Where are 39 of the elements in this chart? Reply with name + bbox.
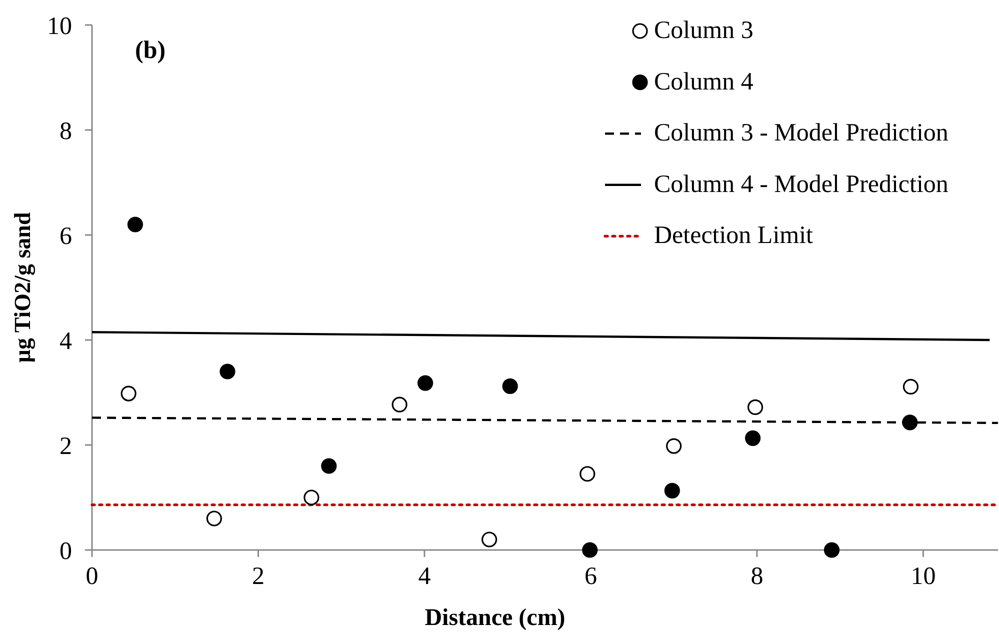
y-tick-label: 0 (60, 538, 72, 565)
point (482, 532, 498, 548)
point (902, 414, 918, 430)
point (582, 542, 598, 558)
y-tick-label: 2 (60, 433, 72, 460)
x-axis-title: Distance (cm) (424, 605, 566, 631)
y-axis-title: µg TiO2/g sand (10, 212, 36, 363)
legend-label: Detection Limit (654, 222, 814, 250)
x-tick-label: 4 (418, 563, 432, 590)
point (902, 378, 919, 395)
point (220, 364, 236, 380)
point (418, 375, 434, 391)
x-tick-label: 2 (252, 563, 264, 590)
point (745, 430, 761, 446)
legend-label: Column 3 (654, 17, 754, 44)
point (747, 399, 764, 415)
x-tick-label: 10 (910, 563, 936, 590)
point (502, 378, 518, 394)
annotation: (b) (135, 37, 166, 64)
point (392, 396, 408, 412)
point (664, 482, 680, 498)
y-tick-label: 4 (60, 328, 72, 355)
x-tick-label: 0 (86, 563, 98, 590)
y-tick-label: 8 (60, 118, 72, 145)
y-tick-label: 10 (47, 13, 72, 40)
point (580, 466, 596, 482)
point (824, 542, 840, 558)
legend-label: Column 3 - Model Prediction (654, 120, 949, 147)
point (120, 386, 136, 402)
point (304, 490, 320, 506)
legend-label: Column 4 - Model Prediction (654, 170, 949, 198)
x-tick-label: 6 (584, 563, 597, 590)
x-tick-label: 8 (750, 563, 764, 590)
point (206, 510, 222, 526)
legend-label: Column 4 (654, 68, 754, 96)
point (321, 458, 337, 474)
point (127, 216, 144, 232)
point (666, 438, 682, 454)
y-tick-label: 6 (60, 223, 72, 250)
